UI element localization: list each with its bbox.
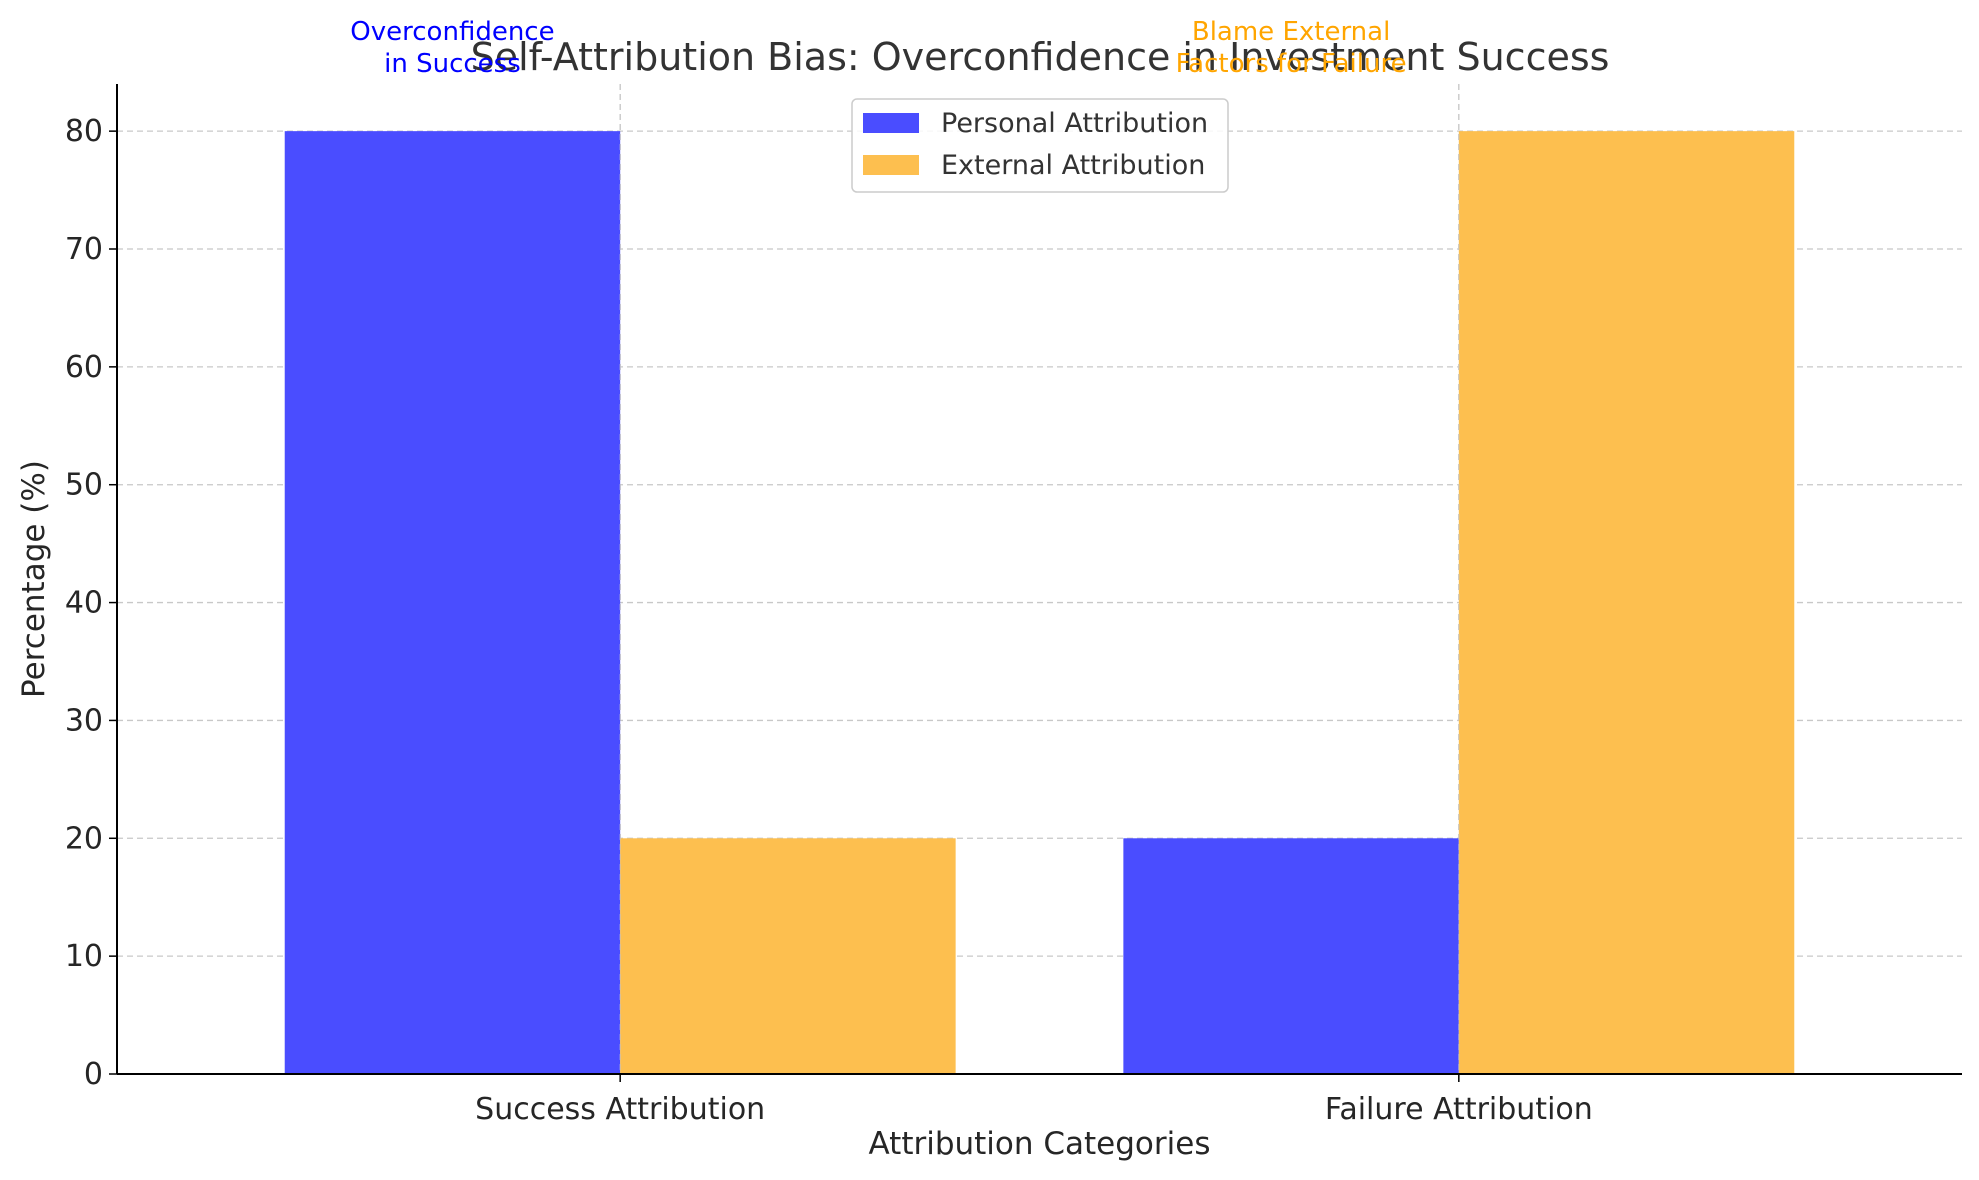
y-tick-label: 40 bbox=[65, 586, 103, 621]
y-tick-label: 70 bbox=[65, 232, 103, 267]
legend-swatch bbox=[863, 155, 919, 175]
chart-title: Self-Attribution Bias: Overconfidence in… bbox=[471, 35, 1610, 79]
x-axis-label: Attribution Categories bbox=[869, 1126, 1211, 1162]
x-tick-label: Failure Attribution bbox=[1325, 1092, 1593, 1127]
legend: Personal Attribution External Attribution bbox=[851, 98, 1229, 193]
bar-personal-attribution-1 bbox=[1123, 838, 1459, 1074]
y-tick-label: 80 bbox=[65, 114, 103, 149]
y-tick-label: 10 bbox=[65, 939, 103, 974]
y-tick-label: 30 bbox=[65, 703, 103, 738]
axes bbox=[109, 84, 1962, 1082]
annotation-line: Factors for Failure bbox=[1176, 49, 1407, 79]
bar-external-attribution-1 bbox=[1458, 131, 1795, 1075]
y-axis-label: Percentage (%) bbox=[16, 460, 52, 698]
annotation-line: in Success bbox=[384, 49, 521, 79]
y-tick-label: 0 bbox=[84, 1057, 103, 1092]
y-tick-label: 50 bbox=[65, 468, 103, 503]
legend-label: Personal Attribution bbox=[941, 108, 1208, 139]
legend-swatch bbox=[863, 113, 919, 133]
annotations: Overconfidence in Success Blame External Fa… bbox=[350, 17, 1406, 79]
tick-labels: 0 10 20 30 40 50 60 70 80 Success Attribution Fail… bbox=[65, 114, 1593, 1127]
legend-label: External Attribution bbox=[941, 150, 1205, 181]
annotation-1: Blame External Factors for Failure bbox=[1176, 17, 1407, 79]
bar-external-attribution-0 bbox=[620, 838, 956, 1074]
y-tick-label: 20 bbox=[65, 821, 103, 856]
annotation-0: Overconfidence in Success bbox=[350, 17, 554, 79]
annotation-line: Blame External bbox=[1192, 17, 1390, 47]
bars bbox=[284, 84, 1795, 1075]
legend-frame bbox=[851, 98, 1229, 193]
y-tick-label: 60 bbox=[65, 350, 103, 385]
x-tick-label: Success Attribution bbox=[475, 1092, 765, 1127]
annotation-line: Overconfidence bbox=[350, 17, 554, 47]
bar-personal-attribution-0 bbox=[284, 131, 621, 1075]
